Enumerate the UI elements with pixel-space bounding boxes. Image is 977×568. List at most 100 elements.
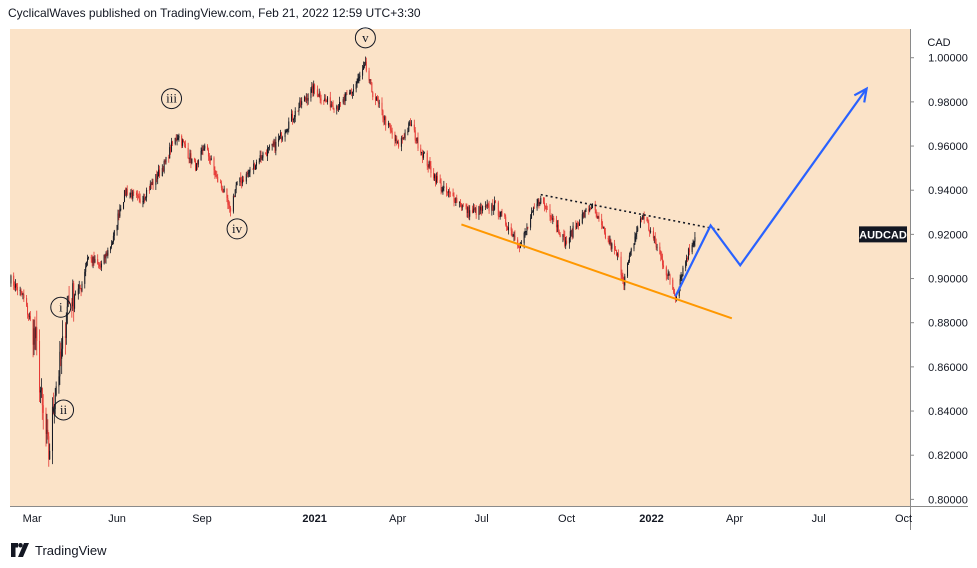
candle-body (191, 158, 193, 163)
candle-body (100, 263, 102, 268)
candle-body (514, 235, 516, 240)
candle-body (617, 253, 619, 257)
candle-body (650, 231, 652, 233)
time-axis-panel[interactable] (10, 506, 910, 530)
candle-body (71, 302, 73, 307)
candle-body (343, 99, 345, 102)
candle-body (531, 212, 533, 219)
candle-body (236, 182, 238, 186)
candle-body (324, 98, 326, 102)
candle-body (675, 294, 677, 300)
candle-body (62, 336, 64, 349)
time-axis-tick-label: Apr (389, 513, 406, 525)
candle-body (284, 132, 286, 138)
candle-body (92, 257, 94, 264)
price-axis-panel[interactable] (910, 29, 968, 506)
candle-body (232, 195, 234, 212)
candle-body (564, 235, 566, 246)
candle-body (495, 201, 497, 203)
time-axis-tick-label: Jul (475, 513, 489, 525)
candle-body (481, 207, 483, 211)
candle-body (319, 93, 321, 99)
candle-body (685, 261, 687, 268)
candle-body (78, 285, 80, 289)
candle-body (569, 231, 571, 238)
candle-body (130, 193, 132, 195)
candle-body (85, 266, 87, 272)
candle-body (455, 197, 457, 203)
candle-body (313, 84, 315, 94)
candle-body (550, 216, 552, 219)
price-axis-tick-label: 0.92000 (928, 229, 968, 241)
candle-body (420, 148, 422, 153)
candle-body (674, 292, 676, 295)
candle-body (288, 121, 290, 129)
tradingview-logo-icon (11, 543, 29, 557)
candle-body (595, 210, 597, 215)
candle-body (590, 208, 592, 210)
price-axis-tick-label: 0.90000 (928, 274, 968, 286)
candle-body (99, 264, 101, 267)
candle-body (33, 328, 35, 345)
candle-body (615, 250, 617, 251)
candle-body (133, 191, 135, 193)
candle-body (510, 227, 512, 231)
candle-body (255, 165, 257, 170)
price-axis-tick-label: 0.80000 (928, 494, 968, 506)
candle-body (271, 143, 273, 146)
footer-brand[interactable]: TradingView (10, 541, 107, 559)
candle-body (531, 211, 533, 213)
plot-area[interactable] (10, 29, 910, 506)
candle-body (525, 231, 527, 232)
candle-body (662, 258, 664, 266)
candle-body (411, 124, 413, 126)
candle-body (144, 197, 146, 199)
candle-body (634, 236, 636, 244)
time-axis-tick-label: Oct (558, 513, 575, 525)
candle-body (117, 213, 119, 225)
candle-body (641, 217, 643, 219)
candle-body (145, 197, 147, 199)
candle-body (164, 161, 166, 163)
candle-body (138, 196, 140, 199)
candle-body (370, 79, 372, 83)
candle-body (94, 259, 96, 263)
candle-body (673, 289, 675, 293)
candle-body (306, 98, 308, 101)
candle-body (168, 156, 170, 159)
candle-body (472, 208, 474, 213)
candle-body (337, 106, 339, 110)
candle-body (126, 188, 128, 195)
candle-body (120, 208, 122, 210)
price-axis-tick-label: 0.86000 (928, 362, 968, 374)
candle-body (416, 137, 418, 142)
candle-body (369, 79, 371, 81)
candle-body (195, 160, 197, 171)
candle-body (434, 174, 436, 179)
candle-body (459, 202, 461, 203)
candle-body (397, 142, 399, 144)
candle-body (219, 182, 221, 184)
candle-body (60, 351, 62, 359)
candle-body (591, 203, 593, 209)
candle-body (559, 234, 561, 237)
candle-body (506, 224, 508, 228)
candle-body (261, 157, 263, 159)
candle-body (77, 288, 79, 295)
candle-body (93, 257, 95, 263)
candle-body (381, 102, 383, 111)
candle-body (229, 205, 231, 209)
candle-body (688, 248, 690, 253)
candle-body (465, 205, 467, 207)
candle-body (213, 158, 215, 171)
candle-body (243, 179, 245, 182)
candle-body (105, 253, 107, 259)
candle-body (553, 218, 555, 221)
candle-body (401, 137, 403, 139)
candle-body (359, 75, 361, 78)
candle-body (148, 189, 150, 191)
candle-body (39, 340, 41, 393)
symbol-price-tag[interactable]: AUDCAD (859, 226, 907, 243)
candle-body (303, 96, 305, 102)
